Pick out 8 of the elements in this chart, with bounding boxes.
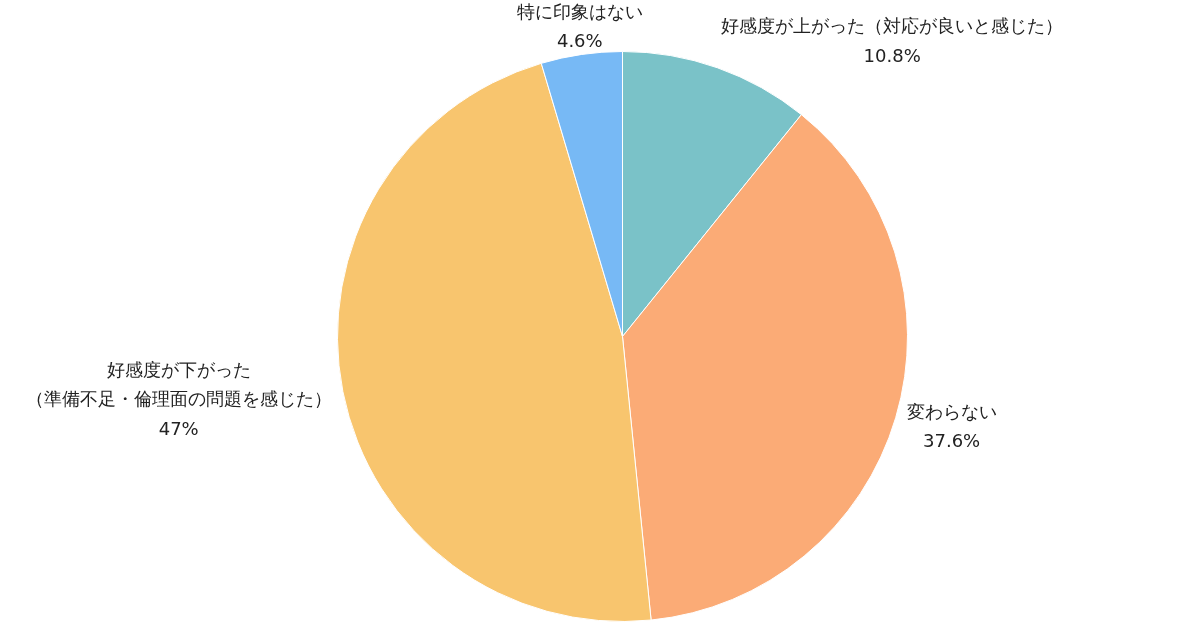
- slice-label: 好感度が上がった（対応が良いと感じた）: [721, 15, 1064, 37]
- slice-label: 変わらない: [906, 400, 997, 422]
- data-label: 37.6%: [923, 430, 981, 452]
- data-label: 47%: [158, 417, 199, 439]
- data-label: 4.6%: [556, 29, 603, 51]
- data-label: 10.8%: [863, 44, 921, 66]
- slice-label: 好感度が下がった（準備不足・倫理面の問題を感じた）: [25, 359, 332, 410]
- slice-label: 特に印象はない: [516, 0, 643, 22]
